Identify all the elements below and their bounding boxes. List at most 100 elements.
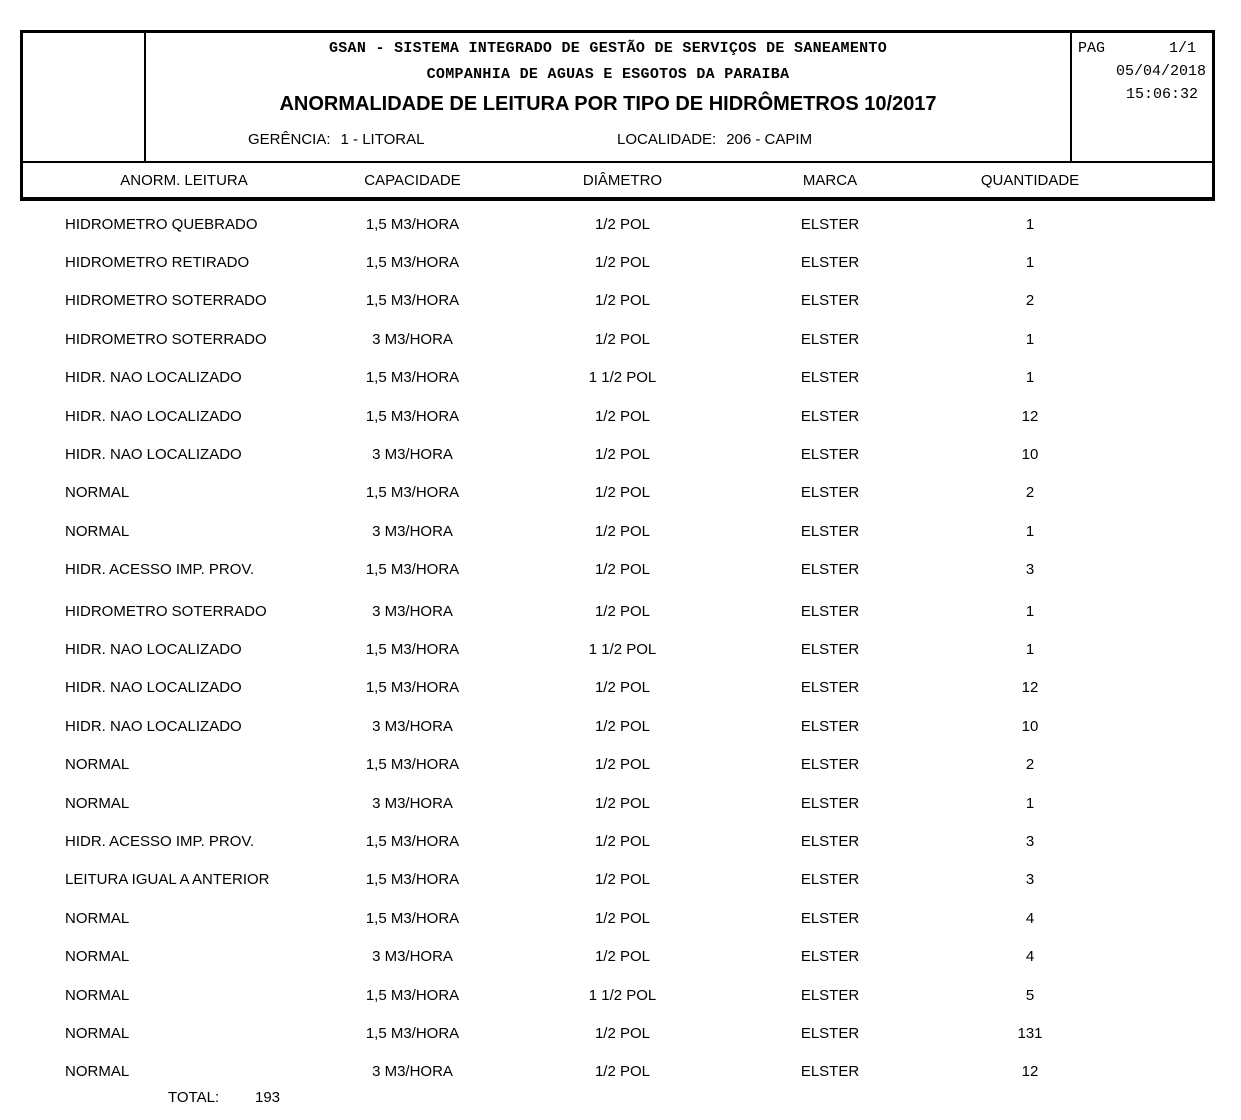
table-cell: ELSTER — [800, 254, 860, 272]
column-header-quantidade: QUANTIDADE — [980, 171, 1080, 189]
table-cell: HIDR. NAO LOCALIZADO — [65, 679, 242, 697]
table-cell: 1 1/2 POL — [588, 369, 657, 387]
table-cell: ELSTER — [800, 679, 860, 697]
table-cell: 1 — [1025, 215, 1035, 233]
table-cell: NORMAL — [65, 909, 130, 927]
table-cell: 3 M3/HORA — [372, 446, 453, 464]
table-cell: ELSTER — [800, 407, 860, 425]
logo-cell — [23, 33, 146, 161]
table-cell: 2 — [1025, 292, 1035, 310]
table-cell: 1,5 M3/HORA — [365, 484, 460, 502]
table-cell: 1/2 POL — [594, 561, 651, 579]
table-row: HIDR. NAO LOCALIZADO 1,5 M3/HORA 1 1/2 POL… — [20, 359, 1215, 397]
table-cell: 3 M3/HORA — [372, 602, 453, 620]
report-header: GSAN - SISTEMA INTEGRADO DE GESTÃO DE SE… — [20, 30, 1215, 201]
table-cell: HIDR. NAO LOCALIZADO — [65, 369, 242, 387]
table-row: NORMAL 1,5 M3/HORA 1/2 POL ELSTER 2 — [20, 745, 1215, 783]
table-row: NORMAL 3 M3/HORA 1/2 POL ELSTER 4 — [20, 937, 1215, 975]
localidade-value: 206 - CAPIM — [726, 131, 813, 148]
page-number-line: PAG 1/1 — [1078, 40, 1208, 57]
table-cell: ELSTER — [800, 871, 860, 889]
table-cell: NORMAL — [65, 986, 130, 1004]
table-cell: 1/2 POL — [594, 602, 651, 620]
table-cell: ELSTER — [800, 986, 860, 1004]
table-cell: 1/2 POL — [594, 484, 651, 502]
table-row: NORMAL 1,5 M3/HORA 1/2 POL ELSTER 131 — [20, 1014, 1215, 1052]
table-cell: ELSTER — [800, 369, 860, 387]
table-cell: NORMAL — [65, 1063, 130, 1081]
table-cell: 12 — [1021, 407, 1039, 425]
table-cell: 1,5 M3/HORA — [365, 909, 460, 927]
table-cell: 1 1/2 POL — [588, 986, 657, 1004]
page-info-cell: PAG 1/1 05/04/2018 15:06:32 — [1070, 33, 1212, 161]
column-header-marca: MARCA — [802, 171, 858, 189]
table-cell: ELSTER — [800, 909, 860, 927]
gerencia-value: 1 - LITORAL — [340, 131, 425, 148]
company-name-line: COMPANHIA DE AGUAS E ESGOTOS DA PARAIBA — [426, 66, 790, 83]
table-cell: 1,5 M3/HORA — [365, 986, 460, 1004]
table-cell: 3 M3/HORA — [372, 948, 453, 966]
table-cell: ELSTER — [800, 602, 860, 620]
table-cell: ELSTER — [800, 640, 860, 658]
total-value: 193 — [255, 1089, 281, 1106]
table-row: NORMAL 3 M3/HORA 1/2 POL ELSTER 1 — [20, 512, 1215, 550]
table-row: HIDR. NAO LOCALIZADO 1,5 M3/HORA 1 1/2 POL… — [20, 630, 1215, 668]
table-cell: 1/2 POL — [594, 909, 651, 927]
table-cell: 4 — [1025, 909, 1035, 927]
column-header-diametro: DIÂMETRO — [582, 171, 663, 189]
total-row: TOTAL: 193 — [20, 1089, 1215, 1111]
table-cell: NORMAL — [65, 484, 130, 502]
table-cell: HIDROMETRO SOTERRADO — [65, 292, 267, 310]
table-row: HIDR. NAO LOCALIZADO 1,5 M3/HORA 1/2 POL EL… — [20, 397, 1215, 435]
table-row: HIDR. ACESSO IMP. PROV. 1,5 M3/HORA 1/2 PO… — [20, 551, 1215, 589]
table-cell: 1/2 POL — [594, 794, 651, 812]
table-cell: 1/2 POL — [594, 1063, 651, 1081]
column-header-anorm-leitura: ANORM. LEITURA — [120, 171, 248, 189]
header-top-section: GSAN - SISTEMA INTEGRADO DE GESTÃO DE SE… — [23, 33, 1212, 163]
gerencia-label: GERÊNCIA: — [248, 131, 331, 148]
table-row: HIDR. ACESSO IMP. PROV. 1,5 M3/HORA 1/2 PO… — [20, 822, 1215, 860]
table-cell: 1,5 M3/HORA — [365, 679, 460, 697]
table-cell: 1/2 POL — [594, 948, 651, 966]
table-cell: 2 — [1025, 484, 1035, 502]
table-cell: 1/2 POL — [594, 254, 651, 272]
table-cell: 1/2 POL — [594, 330, 651, 348]
table-cell: 1 1/2 POL — [588, 640, 657, 658]
table-cell: HIDR. ACESSO IMP. PROV. — [65, 561, 255, 579]
table-cell: 131 — [1017, 1024, 1043, 1042]
table-cell: HIDROMETRO RETIRADO — [65, 254, 250, 272]
table-cell: 1/2 POL — [594, 756, 651, 774]
table-cell: 1 — [1025, 369, 1035, 387]
table-cell: ELSTER — [800, 561, 860, 579]
table-cell: NORMAL — [65, 522, 130, 540]
table-cell: ELSTER — [800, 1063, 860, 1081]
header-center: GSAN - SISTEMA INTEGRADO DE GESTÃO DE SE… — [146, 33, 1070, 161]
table-row: HIDROMETRO RETIRADO 1,5 M3/HORA 1/2 POL ELS… — [20, 243, 1215, 281]
total-label: TOTAL: — [168, 1089, 220, 1106]
table-cell: 1,5 M3/HORA — [365, 871, 460, 889]
table-cell: ELSTER — [800, 215, 860, 233]
localidade-label: LOCALIDADE: — [617, 131, 717, 148]
table-row: HIDROMETRO SOTERRADO 3 M3/HORA 1/2 POL ELST… — [20, 320, 1215, 358]
table-cell: ELSTER — [800, 330, 860, 348]
table-cell: 10 — [1021, 717, 1039, 735]
table-cell: ELSTER — [800, 522, 860, 540]
table-cell: 1/2 POL — [594, 679, 651, 697]
table-cell: 3 M3/HORA — [372, 522, 453, 540]
table-cell: 10 — [1021, 446, 1039, 464]
table-cell: 3 M3/HORA — [372, 717, 453, 735]
table-cell: ELSTER — [800, 756, 860, 774]
table-cell: 1 — [1025, 794, 1035, 812]
table-cell: 1,5 M3/HORA — [365, 407, 460, 425]
table-cell: 1,5 M3/HORA — [365, 756, 460, 774]
table-cell: 1,5 M3/HORA — [365, 254, 460, 272]
table-row: HIDROMETRO QUEBRADO 1,5 M3/HORA 1/2 POL ELS… — [20, 205, 1215, 243]
table-cell: 5 — [1025, 986, 1035, 1004]
org-name-line: GSAN - SISTEMA INTEGRADO DE GESTÃO DE SE… — [328, 40, 888, 57]
table-row: HIDROMETRO SOTERRADO 3 M3/HORA 1/2 POL ELST… — [20, 592, 1215, 630]
table-cell: HIDROMETRO QUEBRADO — [65, 215, 258, 233]
table-row: NORMAL 3 M3/HORA 1/2 POL ELSTER 12 — [20, 1053, 1215, 1091]
table-cell: HIDR. NAO LOCALIZADO — [65, 717, 242, 735]
page-title: ANORMALIDADE DE LEITURA POR TIPO DE HIDR… — [279, 93, 937, 115]
